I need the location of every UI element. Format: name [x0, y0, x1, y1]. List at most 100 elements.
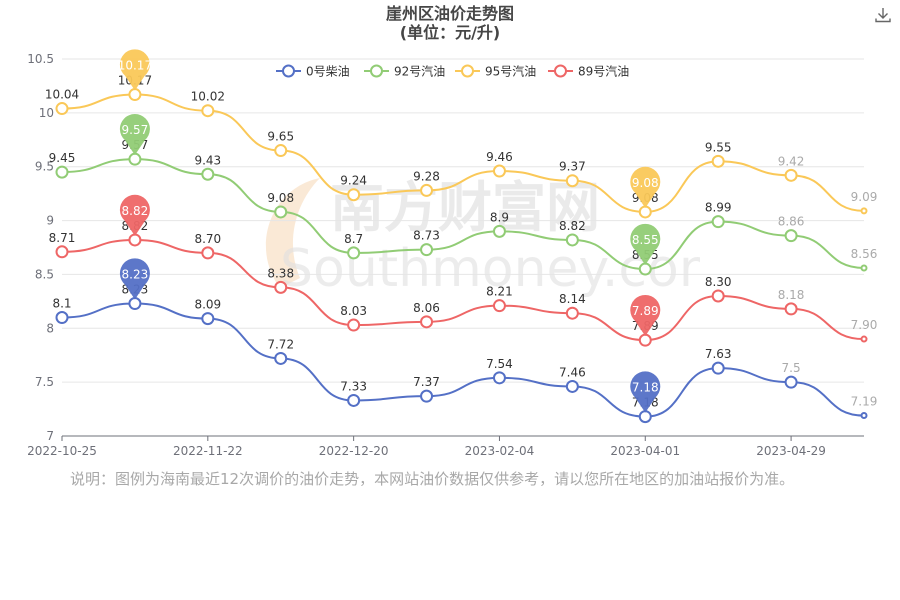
data-point[interactable]	[638, 262, 652, 276]
marker-pin	[119, 49, 150, 91]
data-label: 9.65	[267, 130, 294, 144]
data-label: 7.63	[705, 347, 732, 361]
data-point[interactable]	[274, 280, 288, 294]
marker-pin	[630, 166, 661, 208]
y-tick-label: 10.5	[27, 52, 54, 66]
data-label: 7.19	[851, 395, 878, 409]
series-line	[61, 238, 865, 342]
marker-pin	[630, 223, 661, 266]
data-point[interactable]	[784, 302, 798, 316]
x-tick-label: 2022-11-22	[173, 444, 243, 458]
data-point[interactable]	[128, 152, 142, 166]
data-point[interactable]	[784, 229, 798, 243]
data-point[interactable]	[565, 174, 579, 188]
data-point[interactable]	[347, 318, 361, 332]
chart-title: 崖州区油价走势图 (单位：元/升)	[0, 4, 900, 42]
data-point[interactable]	[201, 104, 215, 118]
x-tick-label: 2022-12-20	[319, 444, 389, 458]
data-point[interactable]	[201, 312, 215, 326]
series-line	[61, 158, 865, 271]
data-point[interactable]	[492, 164, 506, 178]
data-point[interactable]	[55, 245, 69, 259]
data-point[interactable]	[711, 154, 725, 168]
data-label: 9.24	[340, 174, 367, 188]
legend-label[interactable]: 89号汽油	[578, 64, 629, 79]
legend-label[interactable]: 95号汽油	[485, 64, 536, 79]
data-point[interactable]	[55, 102, 69, 116]
data-point[interactable]	[128, 88, 142, 102]
marker-pin	[630, 294, 661, 337]
data-point[interactable]	[492, 299, 506, 313]
data-point[interactable]	[860, 264, 868, 272]
data-point[interactable]	[860, 335, 868, 343]
x-tick-label: 2023-04-29	[756, 444, 826, 458]
data-point[interactable]	[420, 243, 434, 257]
data-point[interactable]	[420, 389, 434, 403]
legend-marker[interactable]	[370, 64, 383, 78]
data-label: 8.21	[486, 285, 513, 299]
marker-pin	[119, 258, 150, 300]
legend-marker[interactable]	[282, 64, 295, 78]
data-point[interactable]	[128, 297, 142, 311]
marker-pin	[119, 113, 150, 156]
data-label: 8.03	[340, 304, 367, 318]
data-point[interactable]	[201, 246, 215, 260]
x-tick-label: 2023-04-01	[610, 444, 680, 458]
data-point[interactable]	[638, 333, 652, 347]
data-point[interactable]	[711, 215, 725, 229]
data-label: 9.09	[851, 190, 878, 204]
data-label: 10.02	[191, 90, 225, 104]
x-tick-label: 2022-10-25	[27, 444, 97, 458]
data-point[interactable]	[55, 165, 69, 179]
data-point[interactable]	[565, 306, 579, 320]
download-icon[interactable]	[874, 6, 892, 24]
legend-marker[interactable]	[554, 64, 567, 78]
data-point[interactable]	[274, 205, 288, 219]
data-label: 7.33	[340, 379, 367, 393]
data-point[interactable]	[784, 168, 798, 182]
series-line	[61, 93, 865, 213]
series-line	[61, 302, 865, 418]
data-label: 9.43	[194, 153, 221, 167]
chart-title-line1: 崖州区油价走势图	[385, 4, 514, 23]
data-point[interactable]	[565, 233, 579, 247]
data-point[interactable]	[55, 311, 69, 325]
data-point[interactable]	[492, 224, 506, 238]
data-point[interactable]	[860, 207, 868, 215]
data-point[interactable]	[638, 205, 652, 219]
data-label: 7.54	[486, 357, 513, 371]
data-point[interactable]	[420, 315, 434, 329]
data-point[interactable]	[347, 188, 361, 202]
data-point[interactable]	[201, 167, 215, 181]
data-point[interactable]	[565, 379, 579, 393]
data-point[interactable]	[420, 183, 434, 197]
data-point[interactable]	[711, 361, 725, 375]
data-point[interactable]	[492, 371, 506, 385]
data-point[interactable]	[784, 375, 798, 389]
data-point[interactable]	[274, 351, 288, 365]
data-point[interactable]	[347, 246, 361, 260]
legend-marker[interactable]	[461, 64, 474, 78]
data-label: 8.71	[49, 231, 76, 245]
data-point[interactable]	[347, 393, 361, 407]
data-point[interactable]	[638, 410, 652, 424]
legend-label[interactable]: 0号柴油	[306, 65, 350, 79]
data-label: 9.45	[49, 151, 76, 165]
data-label: 9.28	[413, 169, 440, 183]
y-tick-label: 7.5	[35, 375, 54, 389]
legend-label[interactable]: 92号汽油	[394, 64, 445, 79]
y-tick-label: 9.5	[35, 160, 54, 174]
data-label: 8.38	[267, 266, 294, 280]
data-label: 10.04	[45, 88, 79, 102]
data-label: 7.72	[267, 337, 294, 351]
data-label: 8.82	[559, 219, 586, 233]
data-label: 9.37	[559, 160, 586, 174]
data-label: 8.7	[344, 232, 363, 246]
data-point[interactable]	[711, 289, 725, 303]
data-label: 9.46	[486, 150, 513, 164]
data-point[interactable]	[274, 144, 288, 158]
data-point[interactable]	[128, 233, 142, 247]
data-label: 8.9	[490, 210, 509, 224]
data-point[interactable]	[860, 412, 868, 420]
